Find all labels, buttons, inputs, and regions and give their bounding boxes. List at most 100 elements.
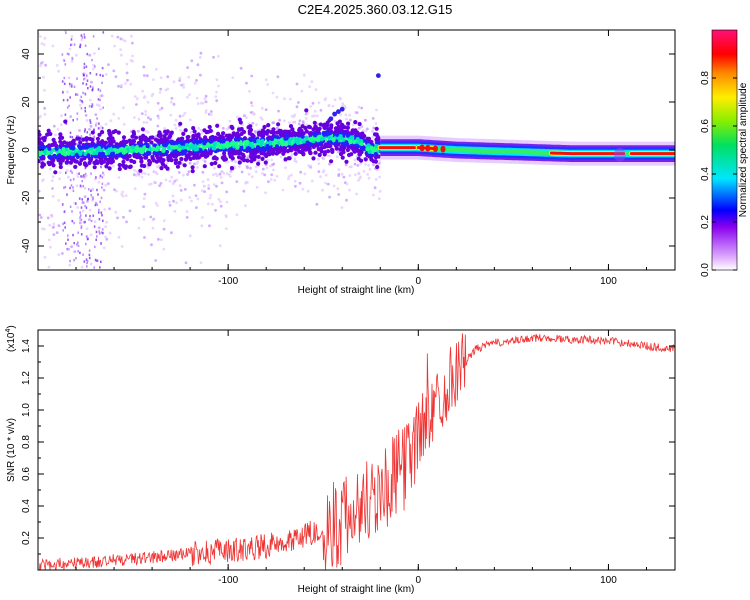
speckle	[321, 170, 325, 174]
speckle	[165, 161, 169, 165]
streak-speck	[68, 104, 70, 108]
speckle	[96, 314, 99, 317]
yscale-exponent: 4	[5, 329, 12, 333]
streak-speck	[94, 203, 97, 207]
spectrum-point	[282, 146, 288, 151]
spectrum-point	[64, 160, 69, 165]
top-ytick-label: 40	[21, 48, 32, 60]
speckle	[112, 69, 116, 73]
spectrum-point	[46, 150, 51, 156]
streak-speck	[102, 231, 104, 235]
streak-speck	[100, 165, 102, 169]
speckle	[41, 179, 44, 183]
speckle	[108, 17, 111, 20]
spectrum-point	[369, 157, 374, 162]
spectrum-point	[140, 127, 145, 132]
speckle	[89, 125, 93, 128]
streak-speck	[93, 266, 95, 269]
streak-speck	[69, 186, 71, 190]
spectrum-point	[207, 124, 212, 130]
spectrum-point	[245, 158, 250, 163]
streak-speck	[80, 225, 83, 228]
speckle	[126, 78, 129, 82]
spectrum-point	[90, 137, 95, 142]
spectrum-point	[69, 156, 74, 161]
streak-speck	[83, 36, 86, 39]
speckle	[142, 121, 146, 124]
spectrum-point	[308, 151, 313, 156]
speckle	[43, 255, 47, 259]
streak-speck	[80, 135, 83, 138]
spectrum-point	[63, 152, 68, 157]
speckle	[378, 162, 381, 165]
speckle	[83, 186, 87, 190]
speckle	[186, 66, 190, 69]
spectrum-point	[227, 133, 233, 138]
spectrum-point	[122, 139, 127, 144]
speckle	[109, 119, 113, 123]
speckle	[142, 197, 146, 201]
spectrum-point	[173, 160, 178, 166]
streak-speck	[79, 214, 82, 217]
speckle	[266, 83, 270, 86]
speckle	[199, 128, 203, 132]
speckle	[363, 118, 367, 122]
speckle	[141, 89, 145, 93]
spectrum-point	[342, 145, 347, 150]
speckle	[357, 179, 360, 182]
spectrum-point	[233, 151, 238, 156]
streak-speck	[63, 186, 65, 189]
streak-speck	[98, 230, 100, 233]
speckle	[38, 35, 42, 38]
spectrum-point	[165, 166, 170, 171]
streak-speck	[73, 85, 76, 88]
speckle	[196, 160, 200, 164]
spectrum-point	[262, 146, 268, 151]
speckle	[200, 189, 204, 193]
bottom-ytick-label: 1.2	[21, 371, 32, 385]
spectrum-point	[373, 155, 379, 160]
speckle	[210, 113, 213, 116]
speckle	[145, 121, 149, 124]
speckle	[77, 273, 80, 276]
spectrum-point	[169, 130, 174, 135]
streak-speck	[70, 184, 73, 187]
streak-speck	[102, 74, 104, 77]
spectrum-point	[239, 141, 244, 146]
streak-speck	[71, 210, 73, 213]
spectrum-point	[345, 125, 350, 130]
streak-speck	[100, 260, 102, 263]
speckle	[272, 168, 275, 172]
speckle	[43, 112, 47, 116]
speckle	[60, 114, 63, 118]
speckle	[144, 113, 148, 117]
speckle	[57, 199, 61, 202]
speckle	[313, 109, 317, 113]
streak-speck	[86, 261, 88, 265]
speckle	[59, 284, 62, 287]
spectrum-point	[260, 138, 265, 144]
speckle	[107, 279, 110, 282]
spectrum-point	[150, 156, 155, 161]
spectrum-point	[100, 130, 105, 135]
speckle	[99, 27, 102, 30]
speckle	[175, 201, 178, 205]
speckle	[362, 169, 366, 173]
speckle	[182, 173, 185, 177]
speckle	[113, 288, 116, 291]
speckle	[39, 216, 43, 219]
speckle	[357, 172, 361, 176]
spectrum-point	[164, 131, 169, 136]
streak-speck	[96, 259, 99, 262]
speckle	[52, 233, 56, 237]
streak-speck	[92, 197, 94, 201]
snr-frame	[37, 329, 676, 571]
speckle	[279, 155, 283, 159]
speckle	[99, 107, 102, 111]
spectrum-point	[267, 135, 272, 140]
speckle	[241, 123, 245, 127]
streak-speck	[63, 59, 66, 62]
streak-speck	[89, 85, 92, 88]
spectrum-point	[88, 150, 93, 155]
speckle	[355, 192, 358, 196]
